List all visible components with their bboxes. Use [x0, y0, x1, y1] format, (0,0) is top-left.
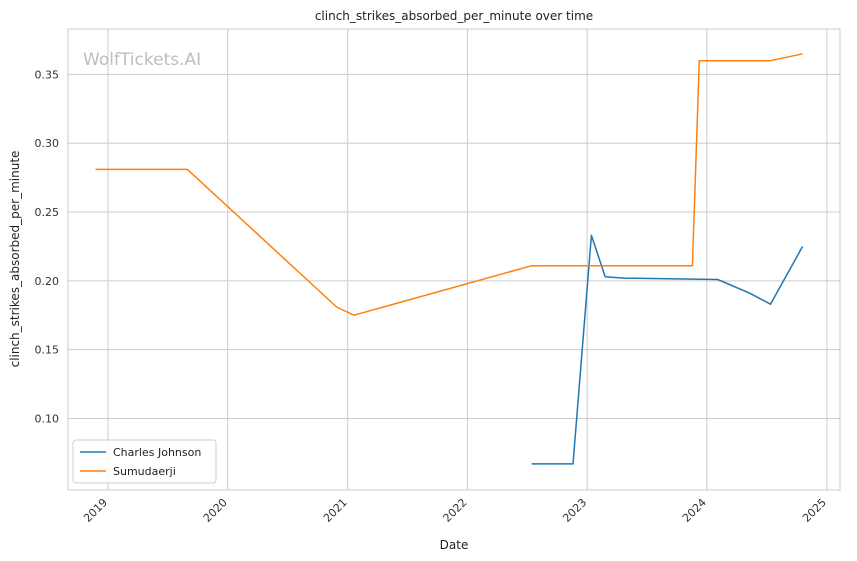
series-lines	[95, 53, 804, 465]
y-tick-label: 0.30	[35, 137, 60, 150]
legend: Charles Johnson Sumudaerji	[72, 439, 217, 484]
plot-area	[68, 29, 840, 490]
series-line-charles-johnson	[531, 234, 804, 465]
y-tick-label: 0.25	[35, 206, 60, 219]
y-tick-label: 0.35	[35, 68, 60, 81]
grid-lines	[68, 29, 840, 490]
y-tick-labels: 0.10 0.15 0.20 0.25 0.30 0.35	[35, 68, 60, 425]
y-tick-label: 0.20	[35, 275, 60, 288]
plot-frame	[67, 28, 841, 491]
chart-title: clinch_strikes_absorbed_per_minute over …	[315, 9, 593, 23]
legend-label-charles-johnson: Charles Johnson	[113, 446, 201, 459]
legend-label-sumudaerji: Sumudaerji	[113, 465, 176, 478]
y-tick-label: 0.15	[35, 344, 60, 357]
y-tick-label: 0.10	[35, 412, 60, 425]
series-line-sumudaerji	[95, 53, 803, 316]
x-axis-title: Date	[440, 538, 469, 552]
legend-box	[72, 439, 217, 484]
watermark-text: WolfTickets.AI	[83, 50, 201, 70]
y-axis-title: clinch_strikes_absorbed_per_minute	[8, 151, 22, 368]
